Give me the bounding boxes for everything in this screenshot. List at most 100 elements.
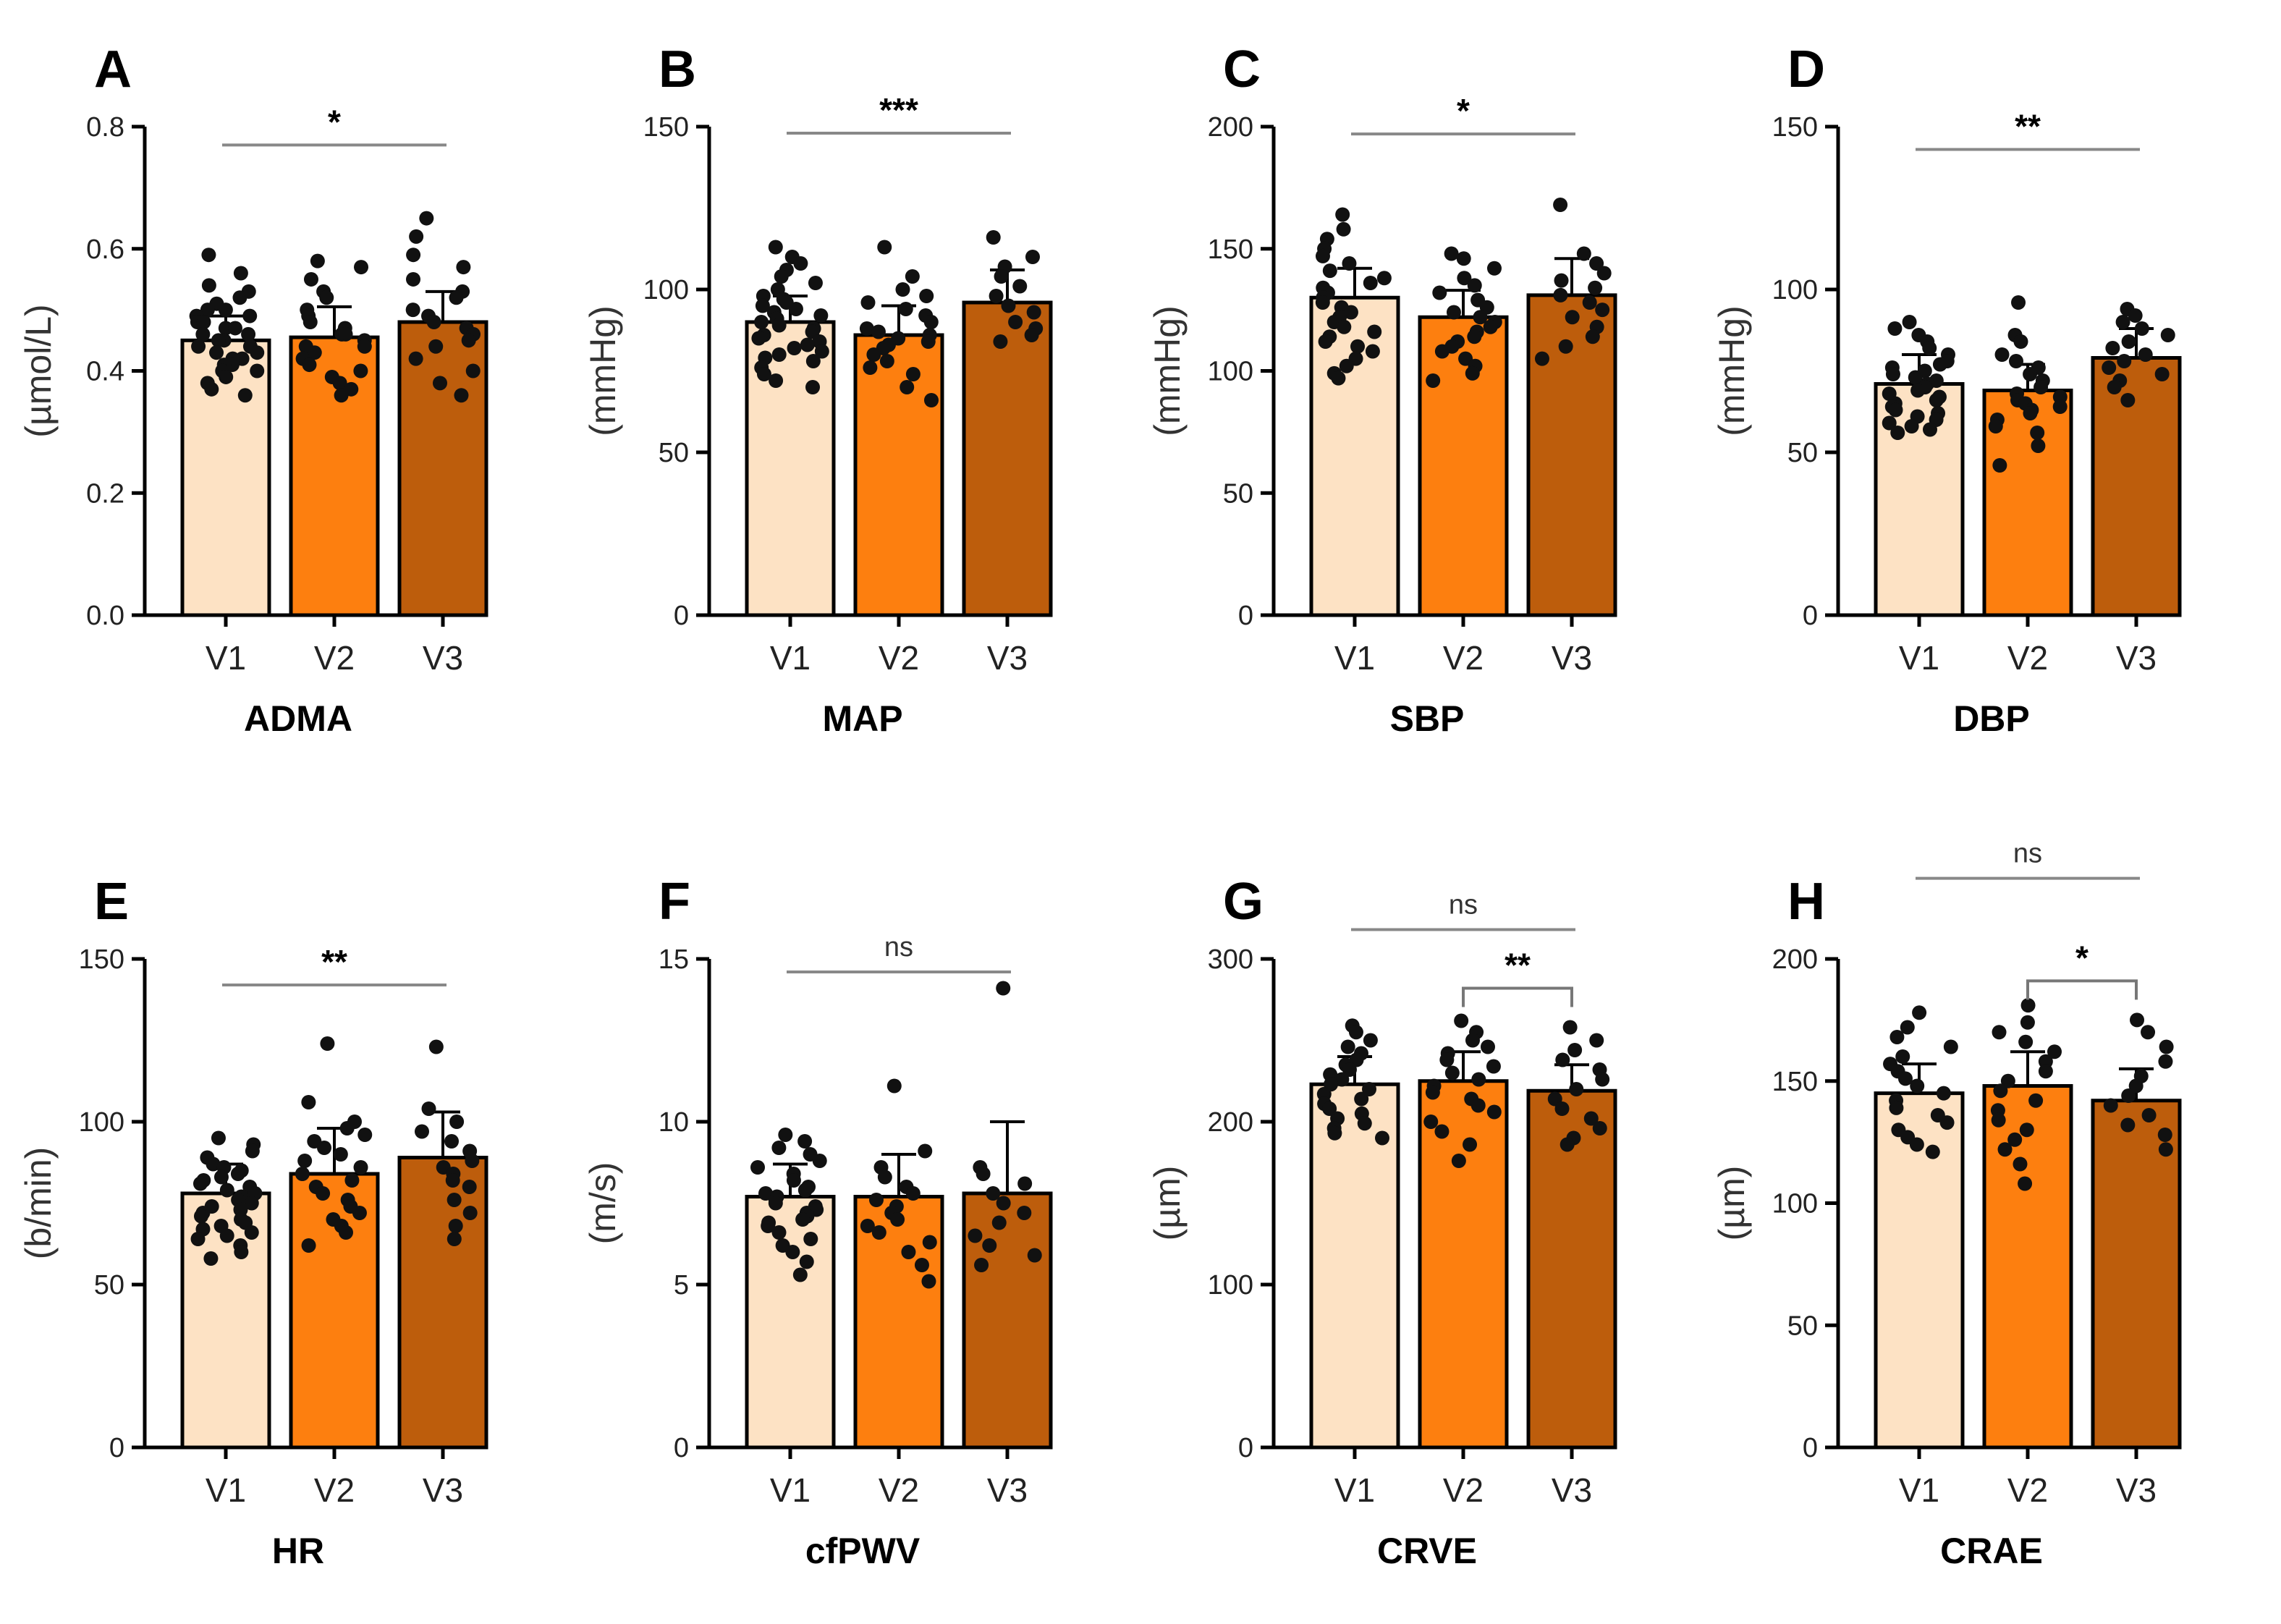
y-tick-label: 0 [109, 1433, 124, 1463]
data-point [2020, 1015, 2035, 1030]
data-point [405, 303, 420, 318]
data-point [771, 1225, 787, 1240]
data-point [1943, 1039, 1958, 1054]
data-point [1357, 1116, 1372, 1131]
data-point [1932, 357, 1947, 372]
data-point [754, 315, 769, 329]
y-tick-label: 150 [79, 944, 124, 975]
bar-v3 [397, 1156, 488, 1450]
panel-letter: C [1223, 41, 1261, 98]
data-point [344, 1173, 360, 1188]
data-point [2030, 426, 2045, 440]
data-point [1585, 329, 1600, 344]
data-point [295, 1167, 310, 1181]
data-point [871, 1225, 886, 1240]
data-point [195, 326, 211, 342]
data-point [1467, 278, 1482, 293]
panel-e: E (b/min) 0 50 100 150 V1 V2 V3 HR ** [18, 873, 488, 1571]
data-point [241, 326, 256, 342]
data-point [1350, 339, 1366, 354]
data-point [1904, 419, 1919, 434]
data-point [877, 1170, 892, 1185]
bar-v2 [853, 1195, 944, 1450]
data-point [860, 295, 876, 310]
y-tick-label: 0.6 [86, 234, 124, 265]
data-point [204, 381, 219, 397]
x-tick-label: V2 [1443, 639, 1484, 677]
data-point [1322, 1101, 1337, 1116]
data-point [1444, 1065, 1460, 1080]
data-point [1558, 339, 1573, 354]
y-tick-label: 50 [1223, 478, 1253, 509]
data-point [1334, 1072, 1350, 1087]
data-point [797, 1134, 813, 1149]
significance-bracket [1462, 986, 1573, 1007]
y-axis-label: (mmHg) [1147, 305, 1188, 436]
data-point [237, 388, 253, 403]
data-point [1331, 371, 1346, 386]
data-point [456, 260, 471, 275]
data-point [1008, 315, 1023, 329]
panel-f: F (m/s) 0 5 10 15 V1 V2 V3 cfPWV ns [583, 873, 1053, 1571]
y-tick-label: 150 [643, 112, 689, 143]
data-point [1425, 1085, 1440, 1100]
y-tick-label: 100 [1772, 1189, 1818, 1219]
data-point [2128, 1078, 2144, 1094]
data-point [877, 240, 892, 255]
data-point [803, 1232, 818, 1246]
significance-label: ns [884, 932, 913, 963]
y-tick-label: 0.8 [86, 112, 124, 143]
data-point [2020, 998, 2036, 1013]
bar-v3 [1526, 1088, 1617, 1450]
x-tick-label: V2 [879, 1471, 919, 1509]
data-point [1451, 1154, 1466, 1168]
significance-label: ** [321, 943, 347, 981]
data-point [338, 326, 353, 342]
data-point [357, 1128, 373, 1142]
data-point [1562, 1020, 1578, 1035]
y-tick-label: 50 [94, 1270, 124, 1301]
data-point [993, 334, 1008, 349]
x-tick-label: V1 [770, 1471, 811, 1509]
data-point [2105, 341, 2120, 355]
data-point [1936, 1086, 1951, 1101]
bar-v3 [962, 300, 1053, 617]
x-tick-label: V3 [987, 1471, 1028, 1509]
data-point [201, 278, 216, 293]
data-point [900, 380, 915, 394]
x-axis-title: DBP [1953, 698, 2030, 739]
data-point [1486, 1104, 1502, 1120]
data-point [1336, 221, 1351, 237]
data-point [919, 289, 934, 303]
data-point [1567, 1043, 1583, 1057]
data-point [1454, 1013, 1469, 1028]
y-tick-label: 0 [1238, 1433, 1253, 1463]
bar-v2 [1982, 1084, 2073, 1450]
data-point [921, 334, 936, 349]
data-point [316, 1186, 331, 1201]
bar-v2 [1418, 1079, 1509, 1450]
data-point [895, 282, 910, 297]
data-point [1486, 261, 1502, 276]
data-point [1910, 1078, 1925, 1094]
data-point [2011, 295, 2026, 310]
data-point [786, 1173, 801, 1188]
data-point [1434, 1124, 1450, 1139]
data-point [462, 1180, 477, 1194]
data-point [234, 1245, 249, 1259]
data-point [886, 1078, 902, 1094]
data-point [353, 1160, 368, 1175]
data-point [1596, 266, 1612, 281]
data-point [1322, 263, 1337, 279]
data-point [1589, 1033, 1604, 1048]
bar-v3 [2091, 1099, 2182, 1450]
data-point [1456, 251, 1471, 266]
x-tick-label: V1 [1334, 1471, 1375, 1509]
data-point [447, 1232, 462, 1246]
y-tick-label: 100 [643, 275, 689, 305]
y-tick-label: 50 [659, 438, 689, 468]
x-tick-label: V2 [1443, 1471, 1484, 1509]
data-point [1024, 328, 1039, 342]
data-point [2115, 315, 2130, 329]
data-point [797, 1183, 813, 1198]
